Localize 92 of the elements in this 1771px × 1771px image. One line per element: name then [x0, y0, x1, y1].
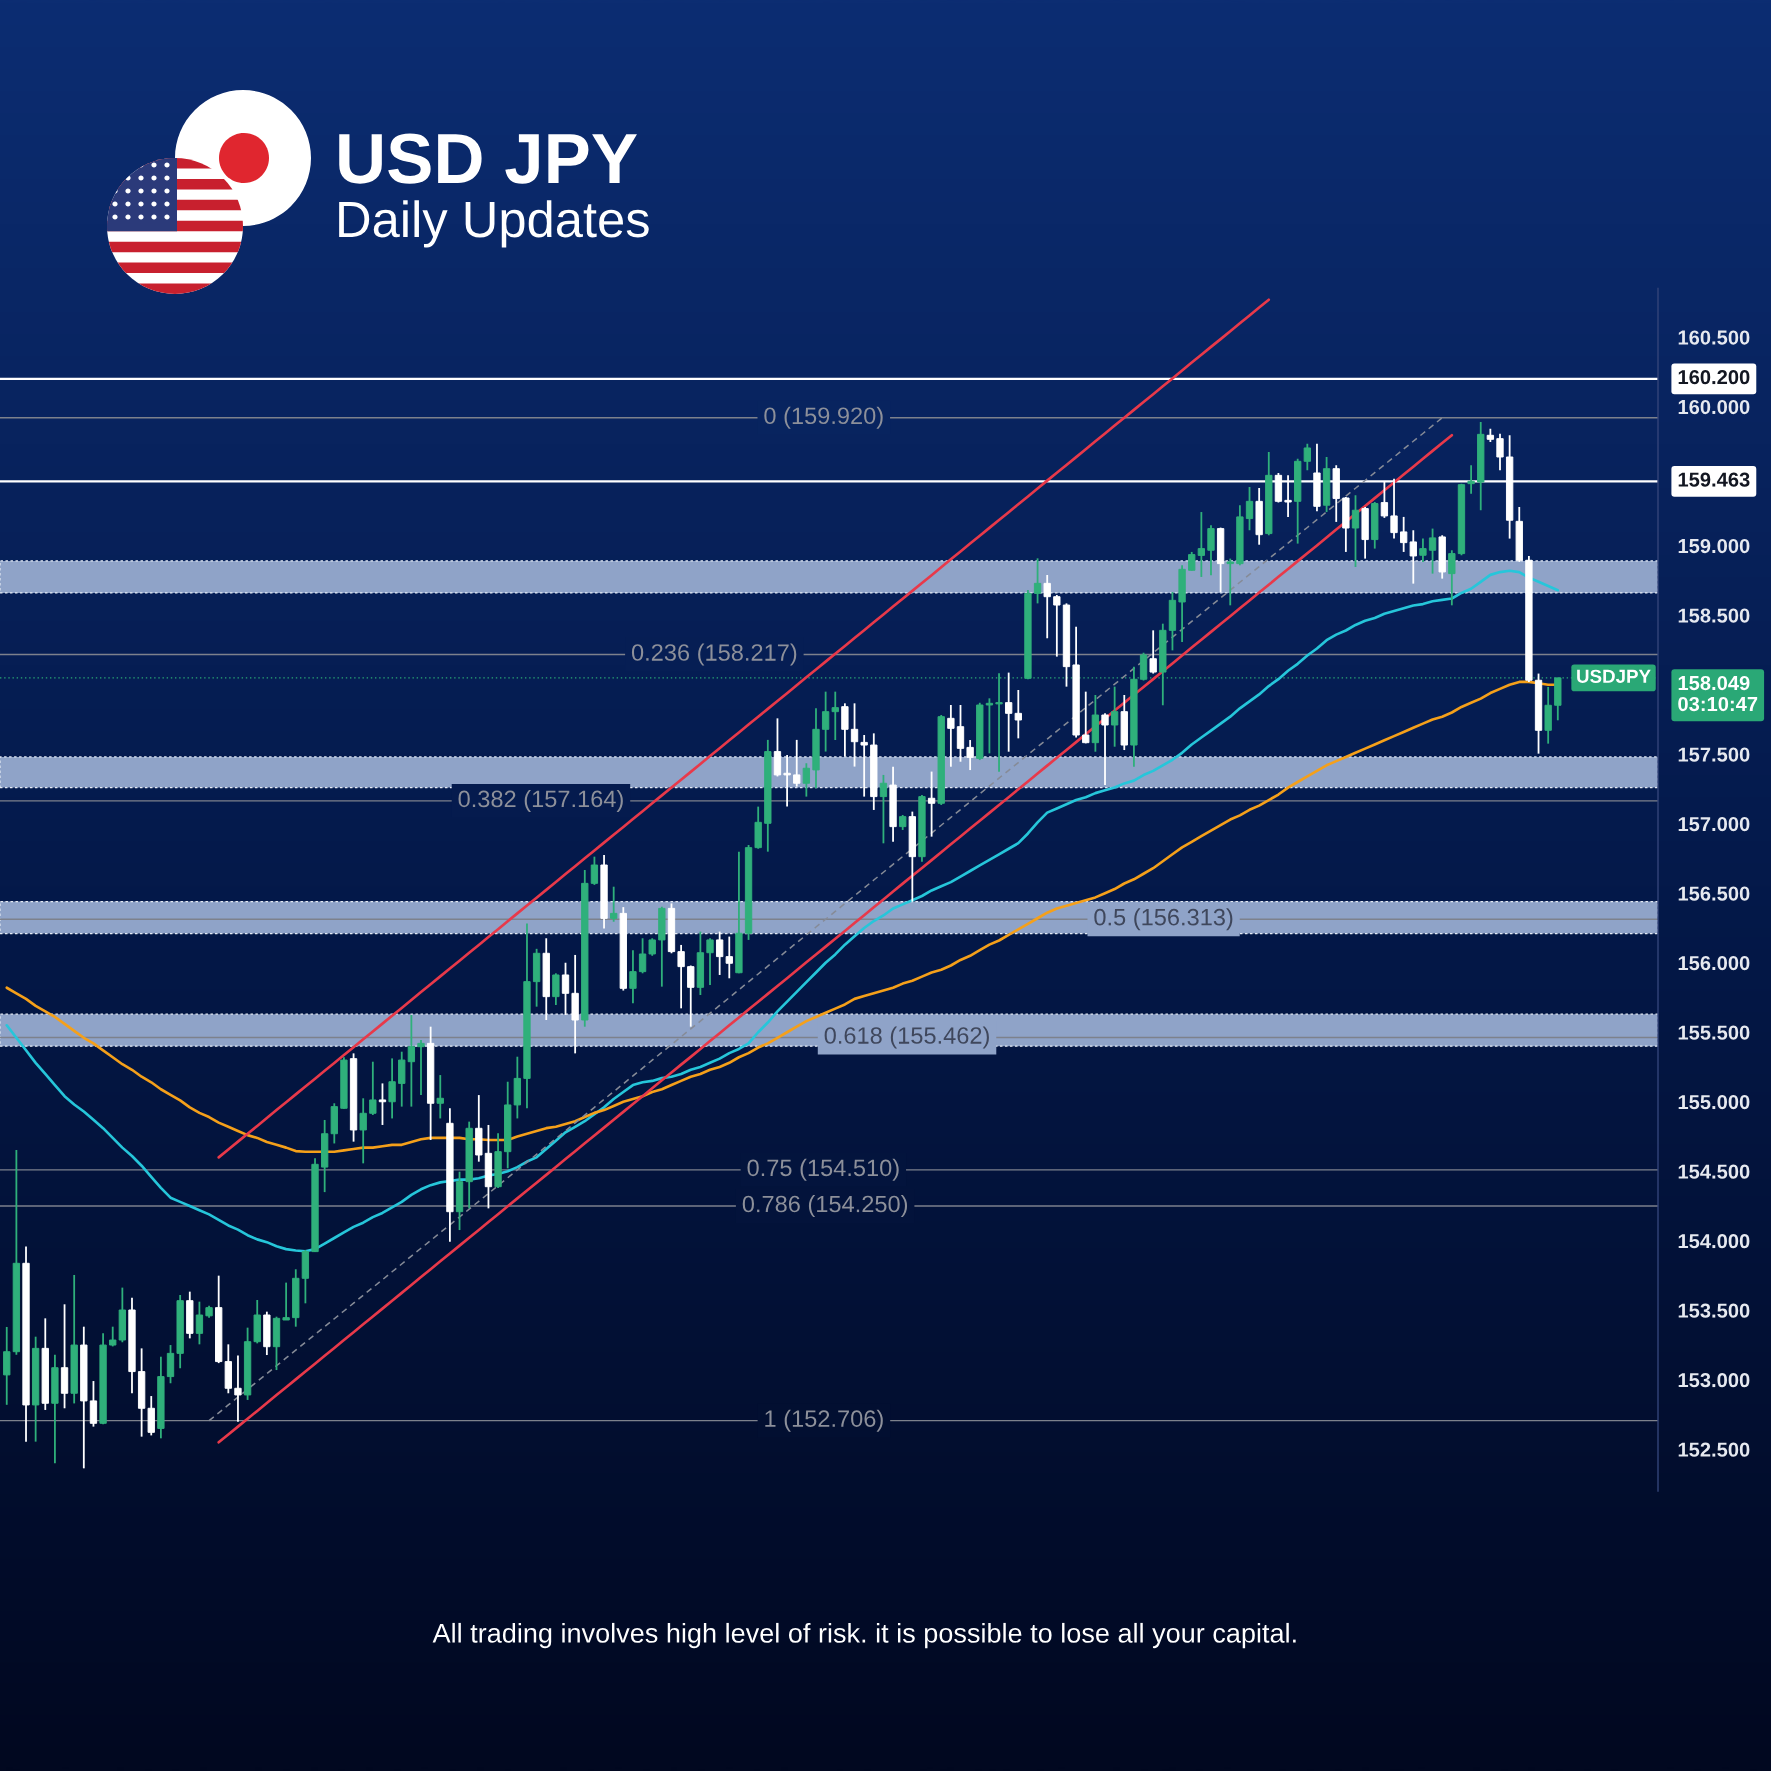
candlestick — [966, 739, 974, 771]
candlestick — [1419, 537, 1427, 563]
candlestick — [282, 1281, 290, 1321]
ref-line-label: 0.618 (155.462) — [824, 1026, 989, 1049]
chart-title: USD JPY — [339, 133, 637, 184]
y-tick-label: 159.000 — [1678, 538, 1750, 554]
y-tick-label: 155.500 — [1678, 1025, 1750, 1040]
candlestick — [561, 961, 570, 1016]
candlestick — [629, 949, 637, 1005]
candlestick — [927, 770, 936, 838]
candlestick — [1101, 712, 1109, 786]
candlestick — [1226, 557, 1234, 607]
candlestick — [1149, 629, 1157, 675]
candlestick — [1033, 557, 1042, 605]
candlestick — [850, 702, 859, 768]
y-tick-label: 154.500 — [1678, 1164, 1750, 1179]
y-tick-label: 154.000 — [1678, 1234, 1750, 1249]
candlestick — [1467, 464, 1475, 495]
candlestick — [388, 1057, 396, 1120]
annotation: USDJPY — [1577, 669, 1651, 683]
candlestick — [860, 734, 868, 798]
y-tick-label: 157.000 — [1678, 816, 1750, 832]
candlestick — [715, 930, 724, 976]
candlestick — [1409, 529, 1417, 585]
y-tick-label: 153.000 — [1678, 1373, 1750, 1388]
candlestick — [3, 1326, 11, 1406]
y-tick-label: 156.000 — [1678, 955, 1750, 971]
ref-line-label: 0.5 (156.313) — [1094, 908, 1233, 931]
chart-subtitle: Daily Updates — [339, 200, 649, 248]
candlestick — [956, 704, 965, 763]
candlestick — [436, 1074, 444, 1120]
text: All trading involves high level of risk. it is possible to lose all your capital. — [432, 1622, 1296, 1649]
candlestick — [1207, 524, 1215, 577]
candlestick — [234, 1354, 242, 1423]
ref-line-label: 158.049 03:10:47 — [1678, 675, 1758, 712]
candlestick — [89, 1380, 98, 1428]
candlestick — [1188, 551, 1196, 572]
candlestick — [610, 885, 618, 923]
ref-line-label: 0.75 (154.510) — [747, 1158, 899, 1181]
candlestick — [1043, 574, 1051, 640]
ref-line-label: 0.382 (157.164) — [458, 789, 623, 812]
candlestick — [1053, 594, 1061, 658]
candlestick — [773, 717, 782, 778]
candlestick — [802, 762, 811, 798]
candlestick — [725, 935, 733, 980]
ref-line-label: 0.786 (154.250) — [742, 1195, 908, 1218]
candlestick — [1399, 516, 1408, 553]
candlestick — [359, 1097, 367, 1165]
candlestick — [638, 937, 647, 975]
candlestick — [821, 690, 830, 753]
candlestick — [378, 1082, 387, 1126]
line-series — [217, 298, 1271, 1159]
candlestick — [1496, 432, 1504, 472]
y-tick-label: 160.500 — [1678, 330, 1750, 345]
candlestick — [195, 1300, 204, 1346]
ref-line-label: 160.200 — [1678, 370, 1750, 385]
candlestick — [879, 774, 888, 845]
y-tick-label: 156.500 — [1678, 886, 1750, 901]
candlestick — [1110, 685, 1119, 748]
candlestick — [841, 702, 849, 758]
candlestick — [1082, 690, 1090, 745]
ref-line-label: 159.463 — [1678, 472, 1750, 487]
y-tick-label: 157.500 — [1678, 747, 1750, 762]
candlestick — [166, 1344, 175, 1385]
y-tick-label: 158.500 — [1678, 608, 1750, 623]
y-tick-label: 153.500 — [1678, 1303, 1750, 1318]
candlestick — [1448, 549, 1456, 607]
candlestick — [1428, 527, 1437, 575]
candlestick — [687, 964, 695, 1028]
y-tick-label: 152.500 — [1678, 1442, 1750, 1457]
ref-line-label: 1 (152.706) — [765, 1409, 883, 1432]
ref-line-label: 0 (159.920) — [764, 406, 883, 429]
line-series — [5, 569, 1560, 1253]
candlestick — [985, 697, 994, 755]
candlestick — [793, 738, 801, 788]
candlestick — [1351, 494, 1360, 568]
candlestick — [1245, 486, 1254, 532]
candlestick — [947, 704, 955, 768]
candlestick — [677, 944, 685, 1010]
candlestick — [552, 972, 560, 1006]
candlestick — [831, 690, 839, 741]
candlestick — [590, 855, 599, 886]
y-tick-label: 155.000 — [1678, 1094, 1750, 1110]
candlestick — [417, 1039, 425, 1096]
candlestick — [398, 1050, 406, 1108]
candlestick — [1197, 511, 1206, 578]
candlestick — [783, 753, 791, 808]
y-tick-label: 160.000 — [1678, 399, 1750, 415]
candlestick — [369, 1060, 377, 1116]
candlestick — [706, 937, 714, 986]
candlestick — [407, 1014, 416, 1108]
ref-line-label: 0.236 (158.217) — [631, 643, 797, 666]
